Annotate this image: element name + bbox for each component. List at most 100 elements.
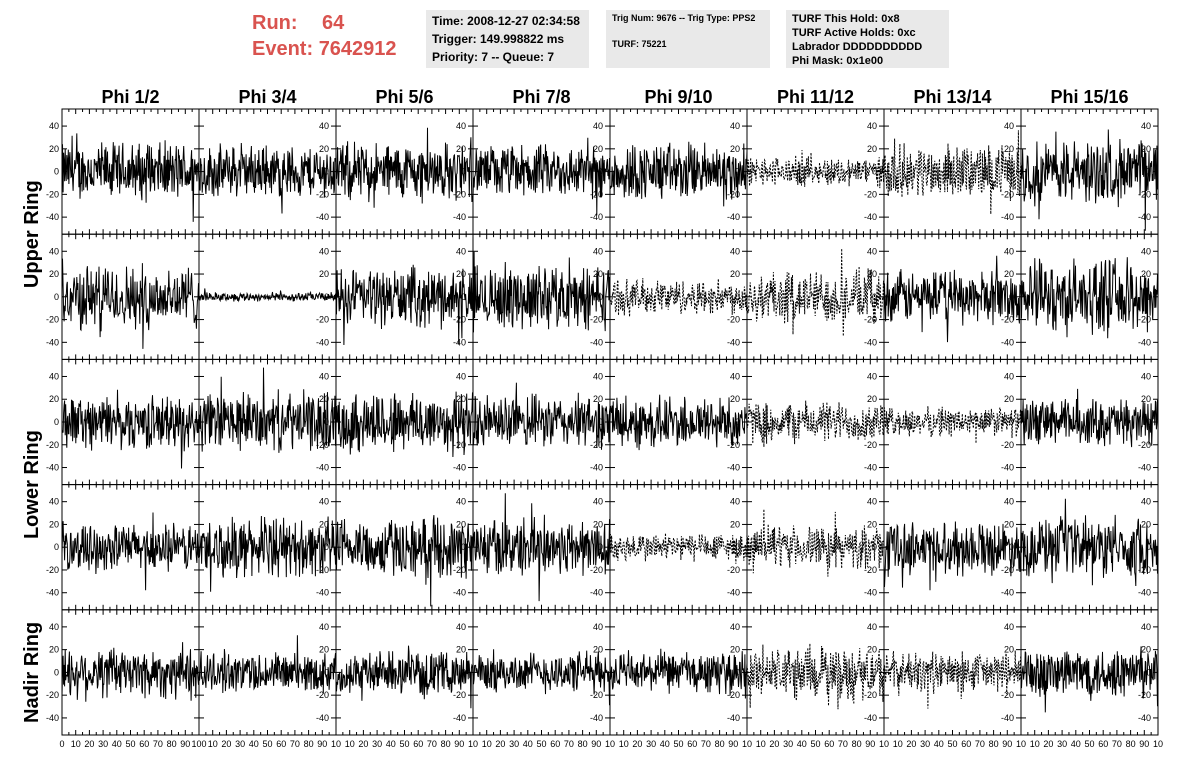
x-tick-label: 90 <box>728 739 738 749</box>
y-tick-label: -40 <box>46 713 59 723</box>
waveform-trace <box>472 493 611 602</box>
y-tick-label: 40 <box>1004 497 1014 507</box>
y-tick-label: 20 <box>49 519 59 529</box>
y-tick-label: 20 <box>456 519 466 529</box>
y-tick-label: 20 <box>456 144 466 154</box>
x-tick-label: 10 <box>1016 739 1026 749</box>
x-tick-label: 90 <box>454 739 464 749</box>
y-tick-label: 0 <box>735 292 740 302</box>
y-tick-label: -40 <box>1138 463 1151 473</box>
waveform-trace <box>472 251 611 333</box>
waveform-trace <box>609 394 748 451</box>
x-tick-label: 40 <box>112 739 122 749</box>
y-tick-label: 20 <box>1141 269 1151 279</box>
x-tick-label: 60 <box>139 739 149 749</box>
phi-column-label: Phi 1/2 <box>101 87 159 107</box>
y-tick-label: 40 <box>730 622 740 632</box>
y-tick-label: -20 <box>864 315 877 325</box>
y-tick-label: 0 <box>735 417 740 427</box>
x-tick-label: 80 <box>578 739 588 749</box>
y-tick-label: -20 <box>590 315 603 325</box>
y-tick-label: 40 <box>1141 121 1151 131</box>
y-tick-label: 20 <box>1004 269 1014 279</box>
x-tick-label: 50 <box>399 739 409 749</box>
y-tick-label: 20 <box>867 645 877 655</box>
y-tick-label: -40 <box>864 337 877 347</box>
y-tick-label: -20 <box>46 440 59 450</box>
waveform-trace <box>1020 388 1159 448</box>
waveform-trace <box>198 367 337 453</box>
y-tick-label: -40 <box>864 212 877 222</box>
phi-mask-text: Phi Mask: 0x1e00 <box>792 55 884 67</box>
event-value: 7642912 <box>318 38 397 60</box>
y-tick-label: -20 <box>1001 565 1014 575</box>
y-tick-label: -20 <box>864 189 877 199</box>
y-tick-label: 20 <box>730 269 740 279</box>
x-tick-label: 50 <box>673 739 683 749</box>
y-tick-label: -40 <box>1001 588 1014 598</box>
labrador-text: Labrador DDDDDDDDDD <box>792 41 923 53</box>
y-tick-label: -20 <box>316 189 329 199</box>
y-tick-label: 20 <box>867 394 877 404</box>
x-tick-label: 90 <box>1139 739 1149 749</box>
y-tick-label: 40 <box>593 371 603 381</box>
waveform-trace <box>61 389 200 469</box>
y-tick-label: 0 <box>872 167 877 177</box>
x-tick-label: 10 <box>71 739 81 749</box>
phi-column-label: Phi 11/12 <box>777 87 854 107</box>
waveform-trace <box>609 278 748 317</box>
y-tick-label: 40 <box>456 371 466 381</box>
y-tick-label: -20 <box>46 565 59 575</box>
y-tick-label: -20 <box>1001 440 1014 450</box>
y-tick-label: 20 <box>593 144 603 154</box>
y-tick-label: -40 <box>453 463 466 473</box>
phi-column-label: Phi 13/14 <box>913 87 991 107</box>
y-tick-label: 20 <box>319 645 329 655</box>
y-tick-label: 40 <box>1141 246 1151 256</box>
phi-column-label: Phi 15/16 <box>1050 87 1128 107</box>
y-tick-label: -20 <box>727 690 740 700</box>
y-tick-label: 40 <box>867 371 877 381</box>
y-tick-label: -40 <box>1138 337 1151 347</box>
waveform-trace <box>746 248 885 337</box>
turf-hold-text: TURF This Hold: 0x8 <box>792 13 900 25</box>
y-tick-label: -40 <box>46 337 59 347</box>
phi-column-label: Phi 3/4 <box>238 87 296 107</box>
y-tick-label: -20 <box>1138 315 1151 325</box>
x-tick-label: 50 <box>810 739 820 749</box>
y-tick-label: 40 <box>1141 371 1151 381</box>
y-tick-label: 0 <box>54 167 59 177</box>
x-tick-label: 10 <box>879 739 889 749</box>
x-tick-label: 10 <box>605 739 615 749</box>
y-tick-label: 40 <box>456 497 466 507</box>
x-tick-label: 60 <box>961 739 971 749</box>
y-tick-label: 40 <box>867 622 877 632</box>
y-tick-label: 20 <box>730 519 740 529</box>
y-tick-label: 20 <box>49 269 59 279</box>
turf-info-box: TURF This Hold: 0x8 TURF Active Holds: 0… <box>786 10 949 68</box>
waveform-trace <box>335 264 474 346</box>
y-tick-label: 20 <box>319 144 329 154</box>
y-tick-label: 20 <box>1004 645 1014 655</box>
x-tick-label: 90 <box>1002 739 1012 749</box>
y-tick-label: 40 <box>456 121 466 131</box>
y-tick-label: 40 <box>730 497 740 507</box>
y-tick-label: 20 <box>1141 645 1151 655</box>
y-tick-label: -40 <box>864 463 877 473</box>
y-tick-label: 40 <box>1141 622 1151 632</box>
waveform-trace <box>609 141 748 207</box>
y-tick-label: -40 <box>1001 337 1014 347</box>
time-info-box: Time: 2008-12-27 02:34:58 Trigger: 149.9… <box>426 10 589 68</box>
trig-num-text: Trig Num: 9676 -- Trig Type: PPS2 <box>612 13 756 23</box>
y-tick-label: -20 <box>316 440 329 450</box>
y-tick-label: -20 <box>590 565 603 575</box>
x-tick-label: 70 <box>838 739 848 749</box>
x-tick-label: 40 <box>934 739 944 749</box>
waveform-trace <box>472 649 611 706</box>
y-tick-label: 20 <box>1141 394 1151 404</box>
turf-text: TURF: 75221 <box>612 39 667 49</box>
run-value: 64 <box>322 12 345 34</box>
y-tick-label: -40 <box>453 713 466 723</box>
y-tick-label: 40 <box>1004 622 1014 632</box>
x-tick-label: 80 <box>852 739 862 749</box>
